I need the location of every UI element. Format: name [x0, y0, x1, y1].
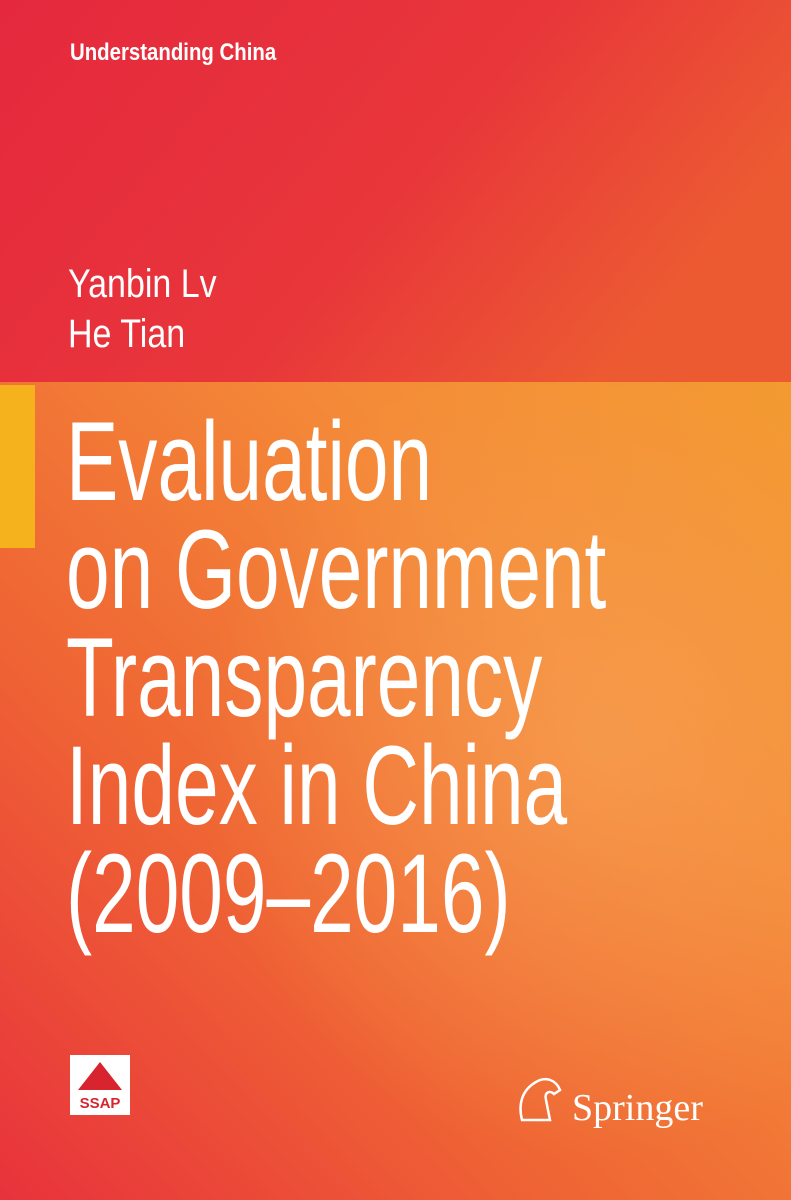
top-band	[0, 0, 791, 382]
logo-mark	[78, 1062, 122, 1090]
horse-icon	[519, 1078, 562, 1122]
springer-logo: Springer	[519, 1078, 703, 1129]
author: He Tian	[68, 310, 185, 355]
glow	[0, 382, 791, 1200]
ssap-logo: SSAP	[70, 1055, 130, 1115]
publisher-name: Springer	[572, 1087, 703, 1129]
title-line: Index in China	[66, 723, 567, 848]
title-line: Transparency	[66, 615, 543, 740]
accent-bar	[0, 385, 35, 548]
author: Yanbin Lv	[68, 260, 217, 305]
title-line: on Government	[66, 507, 606, 632]
title-line: Evaluation	[66, 399, 432, 524]
series-name: Understanding China	[70, 38, 277, 65]
logo-text: SSAP	[80, 1095, 121, 1112]
title-line: (2009–2016)	[66, 831, 511, 956]
